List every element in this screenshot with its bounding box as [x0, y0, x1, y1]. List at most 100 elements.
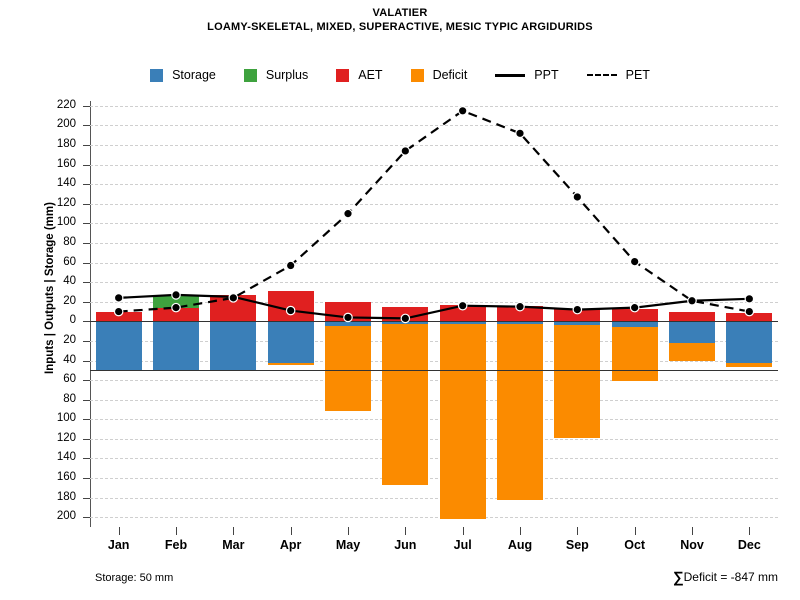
data-point-ppt-sep[interactable] — [572, 304, 583, 315]
bar-segment-storage — [325, 321, 371, 327]
legend-item-deficit[interactable]: Deficit — [410, 68, 467, 82]
x-axis-label-aug: Aug — [507, 538, 533, 552]
data-point-pet-sep[interactable] — [572, 192, 583, 202]
x-axis-tick — [749, 527, 751, 535]
gridline — [90, 497, 778, 499]
data-point-pet-jun[interactable] — [400, 146, 411, 156]
legend-swatch-icon — [410, 68, 424, 82]
data-point-ppt-apr[interactable] — [285, 305, 296, 316]
bar-group-dec[interactable] — [726, 101, 773, 527]
gridline — [90, 184, 778, 186]
data-point-ppt-may[interactable] — [343, 312, 353, 323]
bar-segment-deficit — [554, 325, 601, 438]
legend-item-storage[interactable]: Storage — [150, 68, 216, 82]
gridline — [90, 105, 778, 107]
gridline — [90, 419, 778, 421]
plot-area: 220 200 180 160 140 120 100 80 60 40 20 0 20 40 60 80 10… — [57, 99, 778, 552]
gridline — [90, 282, 778, 284]
y-axis-tick — [83, 184, 90, 186]
storage-capacity-line — [90, 370, 778, 372]
deficit-summary: ∑Deficit = -847 mm — [673, 569, 778, 586]
data-point-pet-apr[interactable] — [285, 260, 296, 271]
y-axis-tick-label: 180 — [56, 490, 76, 503]
bar-group-aug[interactable] — [497, 101, 543, 527]
data-point-ppt-aug[interactable] — [515, 301, 525, 312]
legend-label: PET — [625, 68, 650, 82]
x-axis-label-nov: Nov — [680, 538, 704, 552]
bar-segment-aet — [153, 307, 199, 322]
bar-segment-storage — [267, 321, 314, 364]
bar-segment-aet — [611, 308, 658, 322]
bar-segment-surplus — [153, 294, 199, 308]
data-point-ppt-jan[interactable] — [113, 293, 124, 303]
x-axis-tick — [405, 527, 407, 535]
data-point-pet-feb[interactable] — [171, 302, 181, 313]
bar-group-jan[interactable] — [95, 101, 142, 527]
y-axis-tick-label: 160 — [56, 471, 76, 484]
data-point-pet-jul[interactable] — [457, 105, 468, 116]
x-axis-tick — [348, 527, 349, 535]
legend-item-pet[interactable]: PET — [586, 68, 650, 82]
bar-segment-storage — [95, 321, 142, 371]
y-axis-tick — [83, 380, 90, 382]
legend-item-ppt[interactable]: PPT — [495, 68, 559, 82]
gridline — [90, 125, 778, 127]
x-axis-tick — [118, 527, 120, 535]
legend-item-aet[interactable]: AET — [336, 68, 383, 82]
bar-segment-storage — [726, 321, 773, 364]
bar-segment-deficit — [382, 324, 429, 485]
y-axis-tick — [83, 301, 90, 303]
y-axis-tick — [83, 164, 90, 166]
data-point-ppt-jun[interactable] — [400, 313, 411, 324]
y-axis-tick — [83, 458, 90, 460]
legend-swatch-icon — [243, 68, 257, 82]
data-point-pet-oct[interactable] — [629, 256, 640, 267]
x-axis-label-oct: Oct — [624, 538, 646, 552]
y-axis-tick-label: 80 — [63, 392, 76, 405]
y-axis-tick — [83, 517, 90, 519]
gridline — [90, 301, 778, 303]
bar-group-oct[interactable] — [611, 101, 658, 527]
chart-title: VALATIER — [372, 7, 428, 19]
legend-item-surplus[interactable]: Surplus — [243, 68, 308, 82]
y-axis-tick — [83, 399, 90, 401]
data-point-pet-nov[interactable] — [687, 295, 697, 306]
data-point-pet-aug[interactable] — [515, 128, 525, 139]
y-axis-tick-label: 160 — [56, 157, 76, 170]
chart-legend: Storage Surplus AET Deficit PPT PET — [0, 68, 800, 82]
bar-group-nov[interactable] — [669, 101, 715, 527]
x-axis-label-feb: Feb — [164, 538, 188, 552]
bar-group-mar[interactable] — [210, 101, 257, 527]
bar-group-feb[interactable] — [153, 101, 199, 527]
x-axis-label-may: May — [335, 538, 361, 552]
data-point-ppt-feb[interactable] — [171, 290, 181, 300]
x-axis-tick — [692, 527, 693, 535]
bar-group-may[interactable] — [325, 101, 371, 527]
x-axis-tick — [462, 527, 464, 535]
y-axis-tick-label: 0 — [69, 314, 76, 327]
bar-segment-deficit — [325, 326, 371, 412]
chart-title-block: VALATIER LOAMY-SKELETAL, MIXED, SUPERACT… — [0, 6, 800, 35]
gridline — [90, 262, 778, 264]
legend-label: Storage — [172, 68, 216, 82]
bar-group-jul[interactable] — [439, 101, 486, 527]
y-axis-tick-label: 20 — [63, 294, 76, 307]
y-axis-tick-label: 120 — [56, 431, 76, 444]
bar-segment-deficit — [611, 327, 658, 382]
y-axis-tick-label: 40 — [63, 353, 76, 366]
gridline — [90, 517, 778, 519]
x-axis-tick — [176, 527, 177, 535]
bar-group-sep[interactable] — [554, 101, 601, 527]
data-point-pet-dec[interactable] — [744, 306, 755, 317]
x-axis-label-dec: Dec — [737, 538, 761, 552]
data-point-pet-mar[interactable] — [228, 293, 239, 303]
data-point-pet-jan[interactable] — [113, 306, 124, 317]
y-axis-tick-label: 120 — [56, 196, 76, 209]
data-point-ppt-jul[interactable] — [457, 300, 468, 311]
data-point-ppt-oct[interactable] — [629, 302, 640, 313]
data-point-pet-may[interactable] — [343, 208, 353, 219]
line-series-layer — [113, 105, 755, 324]
bar-segment-deficit — [497, 324, 543, 500]
data-point-ppt-dec[interactable] — [744, 294, 755, 304]
bar-group-jun[interactable] — [382, 101, 429, 527]
